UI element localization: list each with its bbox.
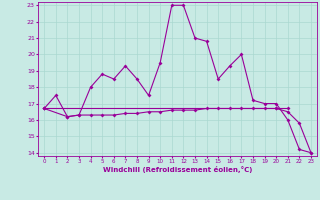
X-axis label: Windchill (Refroidissement éolien,°C): Windchill (Refroidissement éolien,°C) xyxy=(103,166,252,173)
